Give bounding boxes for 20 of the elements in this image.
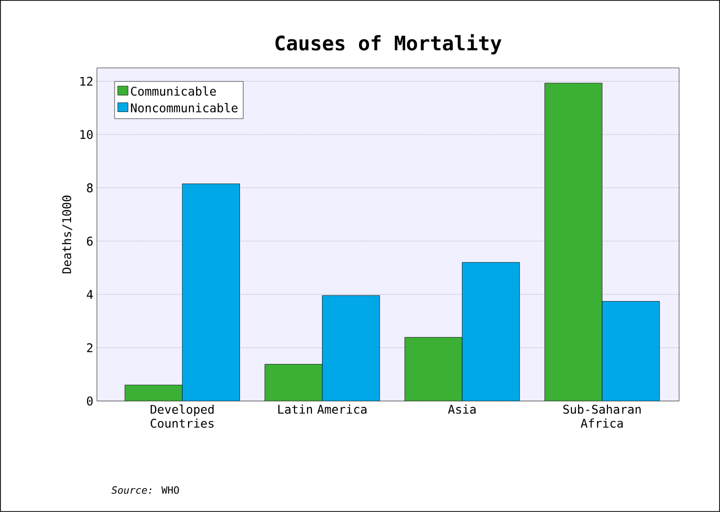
y-tick-label: 10 [80, 130, 93, 140]
y-tick-label: 12 [80, 76, 92, 86]
text: Source: WHO [112, 486, 179, 494]
y-tick-label: 8 [86, 183, 93, 192]
y-tick-label: 4 [86, 290, 93, 299]
legend-label: Noncommunicable [131, 103, 238, 112]
bar [124, 384, 182, 402]
y-tick-label: 6 [86, 236, 93, 246]
x-tick-label: Asia [448, 404, 476, 414]
x-tick-label: Sub-Saharan Africa [563, 404, 641, 428]
x-tick-label: Latin America [278, 404, 366, 414]
y-axis-title: Deaths/1000 [62, 196, 72, 274]
x-tick-label: Developed Countries [150, 404, 214, 428]
chart-title: Causes of Mortality [276, 34, 502, 54]
bar [264, 364, 322, 402]
legend-label: Communicable [131, 86, 216, 96]
y-tick-label: 2 [87, 343, 92, 352]
bar [404, 337, 462, 402]
y-tick-label: 0 [86, 396, 93, 406]
bar [544, 82, 602, 402]
